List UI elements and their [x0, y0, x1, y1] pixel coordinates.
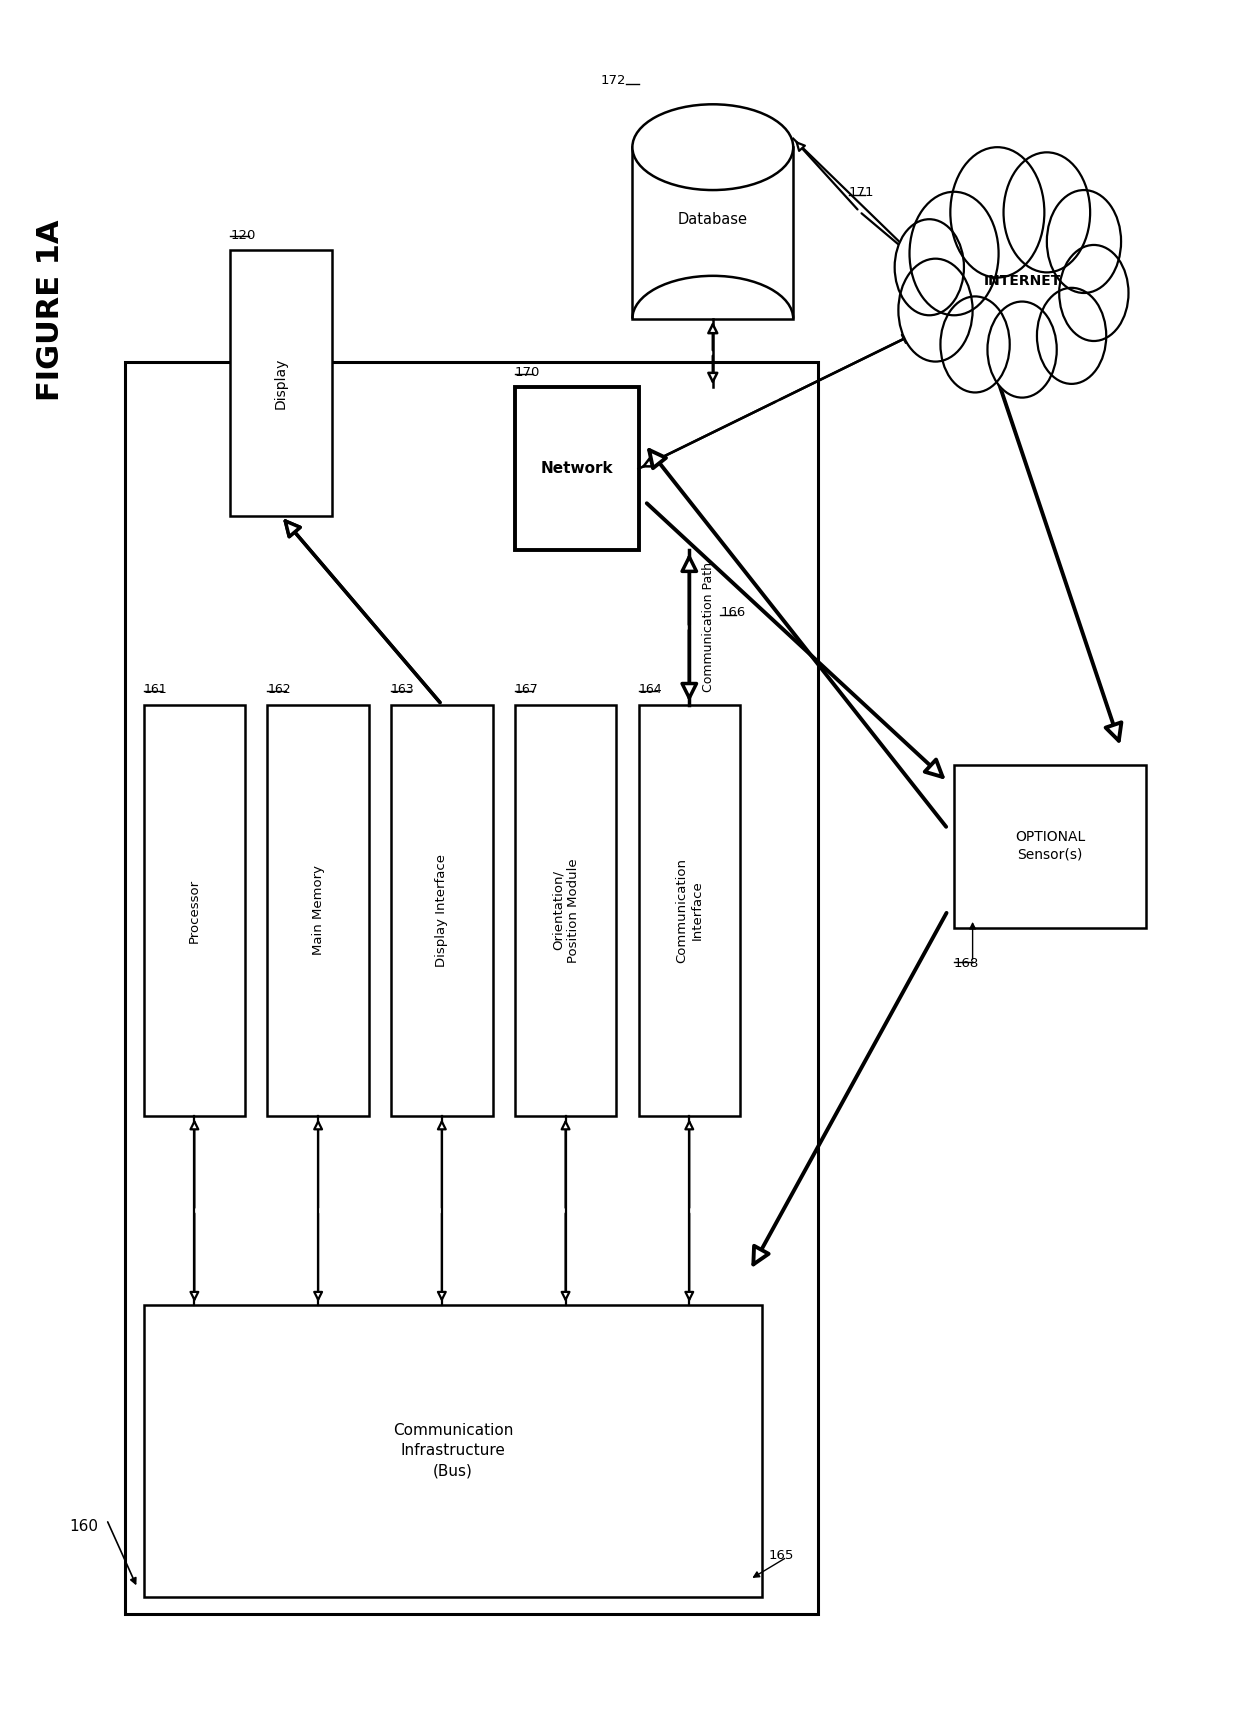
Text: 166: 166 [720, 606, 745, 618]
Text: Communication Path: Communication Path [702, 562, 714, 692]
Circle shape [1047, 191, 1121, 294]
Text: Database: Database [678, 211, 748, 227]
Text: 165: 165 [769, 1550, 794, 1562]
Bar [144, 704, 246, 1117]
Bar [954, 765, 1146, 928]
Circle shape [909, 192, 998, 316]
Circle shape [987, 302, 1056, 397]
Circle shape [1003, 153, 1090, 273]
Text: 168: 168 [954, 957, 980, 971]
Bar [632, 148, 794, 320]
Circle shape [1059, 246, 1128, 340]
Circle shape [898, 259, 972, 361]
Text: 120: 120 [231, 228, 255, 242]
Text: Communication
Infrastructure
(Bus): Communication Infrastructure (Bus) [393, 1424, 513, 1477]
Bar [515, 387, 639, 550]
Text: Main Memory: Main Memory [311, 866, 325, 955]
Text: 171: 171 [849, 186, 874, 199]
Text: 163: 163 [391, 684, 414, 696]
Text: OPTIONAL
Sensor(s): OPTIONAL Sensor(s) [1014, 830, 1085, 862]
Text: INTERNET: INTERNET [983, 273, 1060, 289]
Text: 161: 161 [144, 684, 167, 696]
Text: Network: Network [541, 462, 613, 476]
Text: 172: 172 [600, 74, 626, 88]
Text: FIGURE 1A: FIGURE 1A [36, 220, 66, 400]
Bar [231, 251, 332, 515]
Circle shape [950, 148, 1044, 278]
Bar [515, 704, 616, 1117]
Text: 164: 164 [639, 684, 662, 696]
Text: Processor: Processor [188, 878, 201, 943]
Text: Orientation/
Position Module: Orientation/ Position Module [552, 859, 579, 962]
Text: Communication
Interface: Communication Interface [676, 857, 703, 964]
Ellipse shape [632, 105, 794, 191]
Circle shape [895, 220, 963, 316]
Bar [268, 704, 368, 1117]
Bar [391, 704, 492, 1117]
Text: 167: 167 [515, 684, 538, 696]
Text: 160: 160 [69, 1519, 98, 1534]
Text: 162: 162 [268, 684, 291, 696]
Bar [144, 1306, 763, 1596]
Text: Display: Display [274, 357, 288, 409]
Text: 170: 170 [515, 366, 541, 378]
Text: Display Interface: Display Interface [435, 854, 449, 967]
Bar [125, 361, 818, 1613]
Circle shape [1037, 289, 1106, 383]
Circle shape [940, 297, 1009, 392]
Bar [639, 704, 740, 1117]
